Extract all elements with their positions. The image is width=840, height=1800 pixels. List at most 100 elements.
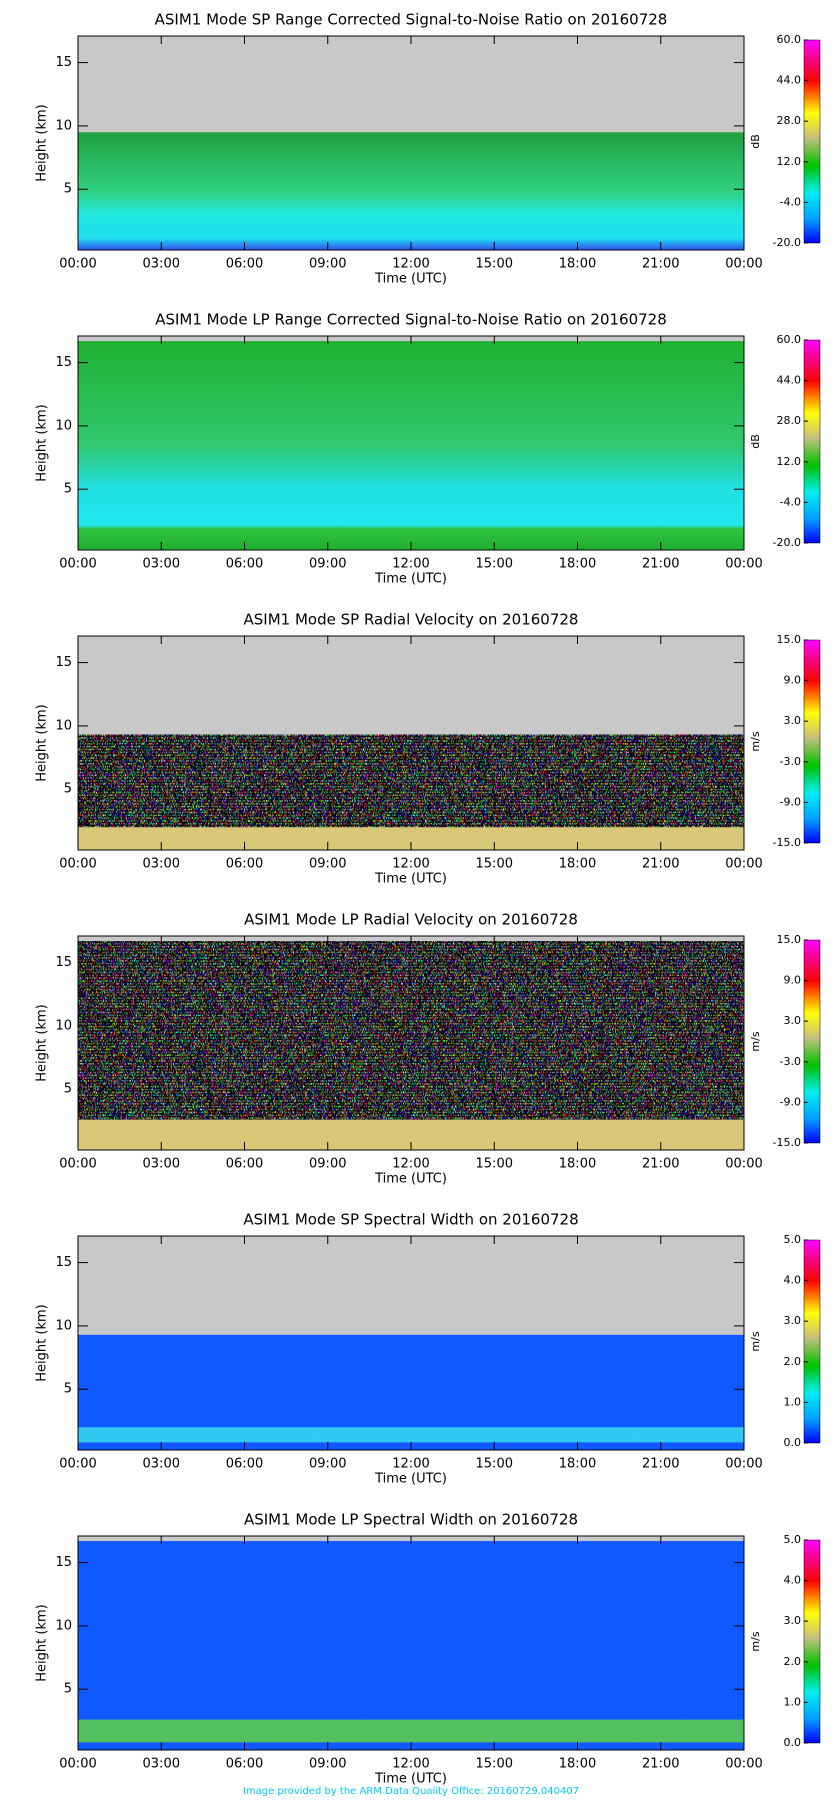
colorbar-tick-label: 15.0 [777, 933, 802, 946]
x-tick-label: 00:00 [725, 1157, 762, 1172]
x-tick-label: 18:00 [559, 1157, 596, 1172]
x-tick-label: 06:00 [226, 1157, 263, 1172]
x-axis-label: Time (UTC) [374, 1472, 447, 1487]
x-tick-label: 12:00 [392, 257, 429, 272]
x-tick-label: 09:00 [309, 1757, 346, 1772]
colorbar-tick-label: -20.0 [773, 536, 801, 549]
y-tick-label: 15 [55, 1255, 72, 1270]
x-tick-label: 12:00 [392, 1457, 429, 1472]
x-tick-label: 09:00 [309, 1157, 346, 1172]
y-tick-label: 15 [55, 955, 72, 970]
y-tick-label: 15 [55, 355, 72, 370]
y-tick-label: 15 [55, 655, 72, 670]
colorbar-tick-label: 60.0 [777, 333, 802, 346]
colorbar-tick-label: 3.0 [784, 1314, 802, 1327]
field-speck [78, 132, 744, 250]
colorbar [803, 1539, 821, 1744]
x-tick-label: 00:00 [725, 557, 762, 572]
y-tick-label: 15 [55, 1555, 72, 1570]
x-tick-label: 15:00 [476, 1157, 513, 1172]
x-tick-label: 21:00 [642, 857, 679, 872]
x-tick-label: 21:00 [642, 1457, 679, 1472]
colorbar-label: dB [749, 434, 762, 449]
colorbar [803, 339, 821, 544]
x-tick-label: 03:00 [143, 557, 180, 572]
x-tick-label: 15:00 [476, 557, 513, 572]
colorbar-tick-label: 9.0 [784, 674, 802, 687]
x-tick-label: 09:00 [309, 857, 346, 872]
colorbar-label: m/s [749, 1631, 762, 1651]
colorbar-tick-label: 12.0 [777, 155, 802, 168]
panel: ASIM1 Mode SP Range Corrected Signal-to-… [35, 11, 821, 287]
x-tick-label: 06:00 [226, 557, 263, 572]
x-tick-label: 03:00 [143, 1757, 180, 1772]
colorbar-tick-label: 12.0 [777, 455, 802, 468]
colorbar-tick-label: 3.0 [784, 714, 802, 727]
colorbar [803, 639, 821, 844]
x-tick-label: 03:00 [143, 857, 180, 872]
y-tick-label: 5 [64, 1082, 72, 1097]
y-tick-label: 5 [64, 482, 72, 497]
y-tick-label: 5 [64, 182, 72, 197]
x-axis-label: Time (UTC) [374, 1172, 447, 1187]
x-tick-label: 00:00 [59, 557, 96, 572]
colorbar-tick-label: 9.0 [784, 974, 802, 987]
colorbar-tick-label: 1.0 [784, 1695, 802, 1708]
x-tick-label: 00:00 [725, 1757, 762, 1772]
x-tick-label: 00:00 [59, 857, 96, 872]
y-tick-label: 10 [55, 418, 72, 433]
panel: ASIM1 Mode LP Range Corrected Signal-to-… [35, 311, 821, 587]
y-tick-label: 5 [64, 782, 72, 797]
colorbar-tick-label: -9.0 [780, 795, 801, 808]
x-tick-label: 21:00 [642, 1157, 679, 1172]
chart-title: ASIM1 Mode SP Radial Velocity on 2016072… [244, 611, 579, 629]
x-axis-label: Time (UTC) [374, 572, 447, 587]
x-tick-label: 21:00 [642, 557, 679, 572]
x-tick-label: 18:00 [559, 257, 596, 272]
colorbar-tick-label: -15.0 [773, 1136, 801, 1149]
colorbar-tick-label: 44.0 [777, 74, 802, 87]
colorbar-tick-label: -9.0 [780, 1095, 801, 1108]
x-tick-label: 21:00 [642, 257, 679, 272]
colorbar-tick-label: -20.0 [773, 236, 801, 249]
x-tick-label: 18:00 [559, 557, 596, 572]
colorbar-tick-label: 60.0 [777, 33, 802, 46]
colorbar [803, 39, 821, 244]
x-tick-label: 00:00 [59, 1457, 96, 1472]
x-axis-label: Time (UTC) [374, 872, 447, 887]
colorbar-tick-label: -15.0 [773, 836, 801, 849]
x-tick-label: 18:00 [559, 1757, 596, 1772]
y-axis-label: Height (km) [35, 1004, 50, 1081]
colorbar-tick-label: 1.0 [784, 1395, 802, 1408]
x-tick-label: 12:00 [392, 557, 429, 572]
y-axis-label: Height (km) [35, 104, 50, 181]
colorbar-tick-label: 28.0 [777, 114, 802, 127]
chart-title: ASIM1 Mode SP Range Corrected Signal-to-… [155, 11, 668, 29]
missing-region [78, 636, 744, 735]
colorbar-label: dB [749, 134, 762, 149]
y-tick-label: 10 [55, 1618, 72, 1633]
colorbar-tick-label: -3.0 [780, 755, 801, 768]
x-tick-label: 00:00 [725, 857, 762, 872]
x-tick-label: 12:00 [392, 857, 429, 872]
colorbar-tick-label: 2.0 [784, 1355, 802, 1368]
field-speck [78, 341, 744, 550]
x-tick-label: 15:00 [476, 1457, 513, 1472]
x-tick-label: 03:00 [143, 1157, 180, 1172]
colorbar-tick-label: -4.0 [780, 495, 801, 508]
x-tick-label: 06:00 [226, 857, 263, 872]
chart-title: ASIM1 Mode SP Spectral Width on 20160728 [243, 1211, 578, 1229]
x-tick-label: 18:00 [559, 857, 596, 872]
colorbar-tick-label: -3.0 [780, 1055, 801, 1068]
colorbar-tick-label: 3.0 [784, 1014, 802, 1027]
footer: Image provided by the ARM Data Quality O… [243, 1786, 579, 1797]
colorbar-tick-label: -4.0 [780, 195, 801, 208]
y-tick-label: 10 [55, 118, 72, 133]
x-tick-label: 00:00 [725, 257, 762, 272]
colorbar-tick-label: 5.0 [784, 1233, 802, 1246]
colorbar-tick-label: 5.0 [784, 1533, 802, 1546]
x-tick-label: 00:00 [725, 1457, 762, 1472]
colorbar-tick-label: 15.0 [777, 633, 802, 646]
x-axis-label: Time (UTC) [374, 272, 447, 287]
colorbar-tick-label: 3.0 [784, 1614, 802, 1627]
